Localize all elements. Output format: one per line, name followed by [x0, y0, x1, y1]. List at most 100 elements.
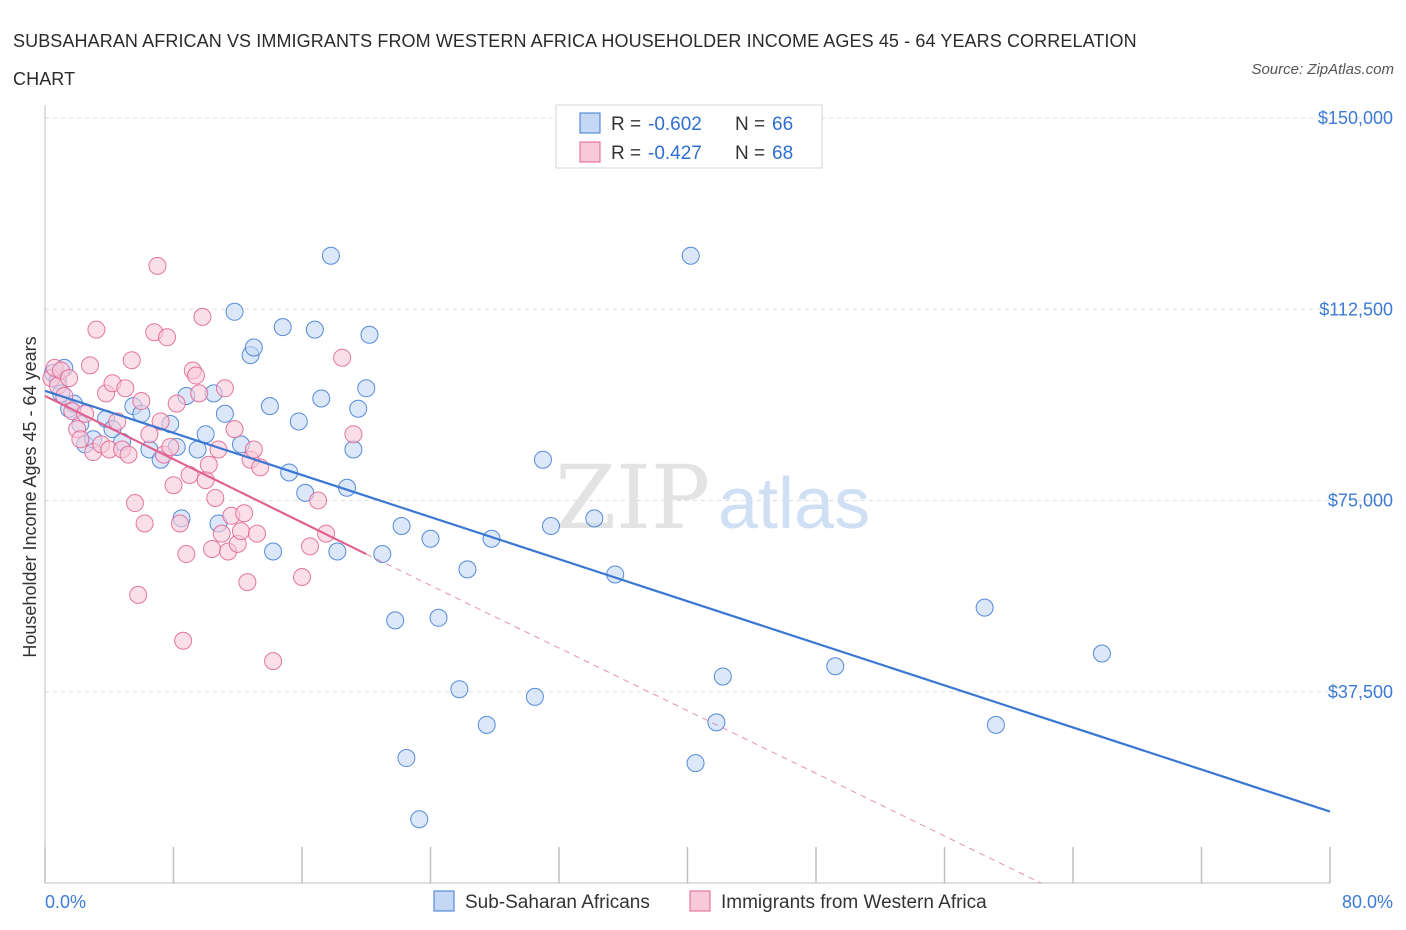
point-series1-29	[151, 412, 170, 431]
legend-n-label-pink: N =	[735, 143, 765, 164]
y-axis-title: Householder Income Ages 45 - 64 years	[20, 336, 40, 657]
point-series1-45	[203, 539, 222, 558]
point-series1-33	[164, 476, 183, 495]
point-series0-44	[373, 545, 392, 564]
point-series1-17	[108, 412, 127, 431]
x-axis-max-label: 80.0%	[1342, 892, 1393, 912]
point-series1-41	[190, 384, 209, 403]
point-series1-28	[148, 256, 167, 275]
point-series1-10	[80, 356, 99, 375]
point-series1-32	[161, 437, 180, 456]
point-series0-65	[975, 598, 994, 617]
point-series1-61	[264, 652, 283, 671]
point-series0-41	[349, 399, 368, 418]
legend-swatch-pink	[579, 141, 601, 163]
point-series0-49	[421, 529, 440, 548]
point-series0-51	[450, 680, 469, 699]
legend-n-label-blue: N =	[735, 114, 765, 135]
y-tick-label-2: $112,500	[1319, 299, 1393, 319]
point-series1-54	[231, 522, 250, 541]
point-series0-25	[225, 302, 244, 321]
point-series0-56	[533, 450, 552, 469]
gridlines	[45, 117, 1392, 693]
point-series1-63	[301, 537, 320, 556]
source-note: Source: ZipAtlas.com	[1251, 61, 1394, 78]
axes	[44, 105, 1331, 884]
point-series0-24	[215, 404, 234, 423]
y-tick-label-0: $37,500	[1328, 682, 1393, 702]
point-series1-22	[125, 494, 144, 513]
point-series1-67	[344, 425, 363, 444]
point-series0-50	[429, 608, 448, 627]
point-series0-21	[196, 425, 215, 444]
points-layer	[42, 246, 1111, 829]
point-series1-64	[309, 491, 328, 510]
chart-title: SUBSAHARAN AFRICAN VS IMMIGRANTS FROM WE…	[13, 31, 1137, 89]
point-series1-8	[71, 430, 90, 449]
point-series0-29	[260, 397, 279, 416]
point-series1-19	[116, 379, 135, 398]
point-series1-56	[238, 573, 257, 592]
point-series0-66	[986, 715, 1005, 734]
point-series0-52	[458, 560, 477, 579]
point-series0-64	[826, 657, 845, 676]
series-legend-label-pink: Immigrants from Western Africa	[721, 892, 987, 913]
point-series0-55	[525, 687, 544, 706]
point-series1-52	[225, 420, 244, 439]
legend-swatch-blue	[579, 112, 601, 134]
legend-r-value-blue: -0.602	[648, 114, 702, 135]
stats-legend: R = -0.602 N = 66 R = -0.427 N = 68	[555, 104, 823, 169]
point-series0-40	[344, 440, 363, 459]
point-series1-44	[199, 455, 218, 474]
point-series0-63	[713, 667, 732, 686]
point-series1-59	[248, 524, 267, 543]
point-series0-35	[305, 320, 324, 339]
legend-n-value-blue: 66	[772, 114, 793, 135]
point-series1-23	[129, 585, 148, 604]
point-series1-42	[193, 307, 212, 326]
trend-line-series0	[44, 389, 1331, 813]
point-series0-61	[686, 754, 705, 773]
point-series0-62	[707, 713, 726, 732]
trend-line-series1	[44, 394, 367, 556]
point-series0-57	[541, 517, 560, 535]
trend-extension-series1	[366, 553, 1042, 884]
point-series1-34	[167, 394, 186, 413]
point-series0-36	[312, 389, 331, 408]
y-tick-label-3: $150,000	[1318, 108, 1393, 128]
trend-layer	[44, 389, 1331, 884]
point-series0-60	[681, 246, 700, 265]
point-series0-45	[386, 611, 405, 630]
point-series1-46	[206, 488, 225, 507]
series-legend-swatch-blue	[433, 890, 455, 912]
point-series0-33	[289, 412, 308, 431]
y-tick-label-1: $75,000	[1328, 491, 1393, 511]
point-series0-46	[397, 749, 416, 768]
point-series1-5	[60, 369, 79, 388]
point-series1-25	[135, 514, 154, 533]
point-series1-24	[132, 392, 151, 411]
point-series0-48	[410, 810, 429, 829]
point-series1-31	[158, 328, 177, 347]
point-series1-40	[186, 366, 205, 385]
series-legend-label-blue: Sub-Saharan Africans	[465, 892, 650, 913]
point-series0-53	[477, 715, 496, 734]
point-series0-42	[360, 325, 379, 344]
legend-n-value-pink: 68	[772, 143, 793, 164]
point-series0-28	[244, 338, 263, 357]
point-series1-55	[235, 504, 254, 523]
point-series0-30	[264, 542, 283, 561]
point-series0-58	[585, 509, 604, 528]
point-series1-35	[170, 514, 189, 533]
legend-r-label-blue: R =	[611, 114, 641, 135]
point-series1-48	[212, 524, 231, 543]
y-tick-labels: $37,500 $75,000 $112,500 $150,000	[1318, 108, 1393, 702]
legend-r-value-pink: -0.427	[648, 143, 702, 164]
point-series0-38	[328, 542, 347, 561]
point-series0-37	[321, 246, 340, 265]
point-series1-12	[87, 320, 106, 339]
x-axis-min-label: 0.0%	[45, 892, 86, 912]
point-series1-21	[122, 351, 141, 370]
point-series1-49	[215, 379, 234, 398]
